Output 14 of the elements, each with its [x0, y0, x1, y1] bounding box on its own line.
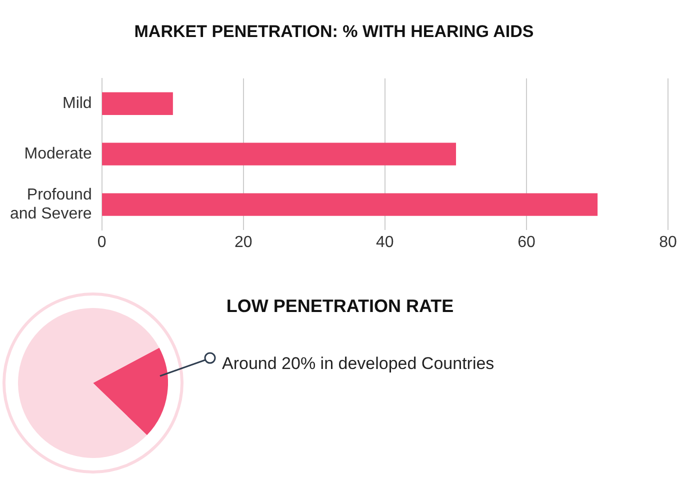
bar: [102, 92, 173, 115]
x-tick-label: 80: [659, 234, 677, 251]
text: Around 20% in developed Countries: [222, 354, 494, 374]
x-tick-label: 20: [234, 234, 252, 251]
bar: [102, 193, 598, 216]
y-tick-label: Mild: [62, 95, 92, 112]
x-tick-label: 60: [518, 234, 536, 251]
x-tick-label: 40: [376, 234, 394, 251]
bar: [102, 142, 456, 166]
text: LOW PENETRATION RATE: [225, 296, 455, 317]
chart-title: MARKET PENETRATION: % WITH HEARING AIDS: [134, 22, 534, 41]
y-tick-label: Moderate: [24, 146, 92, 163]
y-tick-label: Profound and Severe: [10, 186, 92, 223]
x-tick-label: 0: [97, 234, 106, 251]
